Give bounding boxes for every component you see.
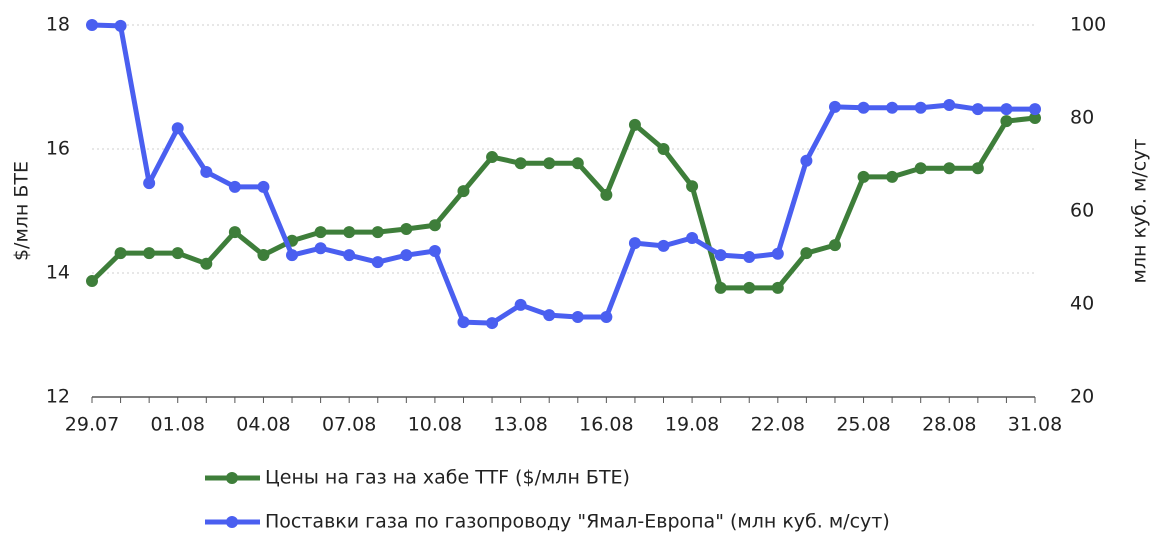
x-tick-label: 28.08 bbox=[922, 414, 976, 436]
y-tick-label: 18 bbox=[46, 14, 70, 36]
x-tick-label: 29.07 bbox=[65, 414, 119, 436]
series-point bbox=[943, 98, 956, 111]
series-line bbox=[91, 22, 1035, 326]
x-tick-label: 07.08 bbox=[322, 414, 376, 436]
series-point bbox=[800, 154, 813, 167]
series-point bbox=[1000, 115, 1013, 128]
series-point bbox=[914, 162, 927, 175]
series-point bbox=[457, 185, 470, 198]
series-point bbox=[200, 257, 213, 270]
y2-tick-label: 40 bbox=[1070, 293, 1094, 315]
series-point bbox=[543, 157, 556, 170]
series-point bbox=[114, 19, 127, 32]
series-point bbox=[771, 281, 784, 294]
series-point bbox=[343, 226, 356, 239]
y-tick-label: 16 bbox=[46, 138, 70, 160]
legend-marker bbox=[226, 516, 238, 528]
series-point bbox=[371, 256, 384, 269]
series-point bbox=[257, 180, 270, 193]
series-point bbox=[1000, 103, 1013, 116]
series-point bbox=[886, 101, 899, 114]
series-point bbox=[914, 101, 927, 114]
x-tick-label: 01.08 bbox=[151, 414, 205, 436]
x-tick-label: 19.08 bbox=[665, 414, 719, 436]
series-point bbox=[828, 100, 841, 113]
series-point bbox=[457, 316, 470, 329]
series-point bbox=[400, 222, 413, 235]
series-point bbox=[428, 244, 441, 257]
series-point bbox=[714, 249, 727, 262]
y-tick-label: 14 bbox=[46, 262, 70, 284]
series-point bbox=[657, 239, 670, 252]
series-point bbox=[1029, 112, 1041, 124]
series-point bbox=[628, 237, 641, 250]
series-point bbox=[86, 19, 98, 31]
x-tick-label: 13.08 bbox=[493, 414, 547, 436]
legend-label: Поставки газа по газопроводу "Ямал-Европ… bbox=[265, 511, 890, 533]
series-point bbox=[543, 309, 556, 322]
series-point bbox=[971, 162, 984, 175]
series-point bbox=[828, 239, 841, 252]
series-point bbox=[743, 251, 756, 264]
series-point bbox=[486, 151, 499, 164]
y2-tick-label: 20 bbox=[1070, 386, 1094, 408]
series-point bbox=[486, 317, 499, 330]
series-point bbox=[114, 247, 127, 260]
series-line bbox=[90, 115, 1036, 291]
series-point bbox=[171, 247, 184, 260]
series-point bbox=[943, 162, 956, 175]
series-point bbox=[571, 311, 584, 324]
series-point bbox=[686, 231, 699, 244]
series-point bbox=[714, 281, 727, 294]
series-point bbox=[314, 226, 327, 239]
series-point bbox=[800, 247, 813, 260]
y2-tick-label: 60 bbox=[1070, 200, 1094, 222]
series-point bbox=[657, 143, 670, 155]
series-point bbox=[743, 281, 756, 294]
series-point bbox=[343, 249, 356, 262]
x-tick-label: 04.08 bbox=[236, 414, 290, 436]
series-point bbox=[686, 180, 699, 193]
series-point bbox=[600, 188, 613, 201]
series-point bbox=[143, 247, 156, 260]
series-point bbox=[514, 157, 527, 170]
series-point bbox=[514, 298, 527, 311]
series-point bbox=[971, 103, 984, 116]
series-point bbox=[371, 226, 384, 239]
series-point bbox=[171, 122, 184, 135]
series-point bbox=[257, 249, 270, 262]
series-point bbox=[228, 226, 241, 239]
series-point bbox=[628, 118, 641, 131]
series-point bbox=[571, 157, 584, 170]
series-point bbox=[886, 170, 899, 183]
series-point bbox=[86, 275, 98, 288]
series-point bbox=[771, 247, 784, 260]
series-point bbox=[314, 242, 327, 255]
x-tick-label: 10.08 bbox=[408, 414, 462, 436]
series-point bbox=[200, 165, 213, 178]
y-axis-label: $/млн БТЕ bbox=[11, 161, 33, 261]
series-point bbox=[143, 177, 156, 190]
y2-tick-label: 80 bbox=[1070, 107, 1094, 129]
series-point bbox=[286, 249, 299, 262]
y2-axis-label: млн куб. м/сут bbox=[1129, 139, 1151, 284]
legend-label: Цены на газ на хабе TTF ($/млн БТЕ) bbox=[265, 467, 630, 489]
series-point bbox=[400, 249, 413, 262]
legend-marker bbox=[226, 472, 238, 484]
x-tick-label: 16.08 bbox=[579, 414, 633, 436]
x-tick-label: 25.08 bbox=[836, 414, 890, 436]
series-point bbox=[857, 101, 870, 114]
x-tick-label: 31.08 bbox=[1008, 414, 1062, 436]
y2-tick-label: 100 bbox=[1070, 14, 1106, 36]
series-point bbox=[1029, 103, 1041, 116]
x-tick-label: 22.08 bbox=[751, 414, 805, 436]
series-point bbox=[228, 180, 241, 193]
series-point bbox=[428, 219, 441, 232]
series-point bbox=[857, 170, 870, 183]
series-point bbox=[600, 311, 613, 324]
y-tick-label: 12 bbox=[46, 386, 70, 408]
